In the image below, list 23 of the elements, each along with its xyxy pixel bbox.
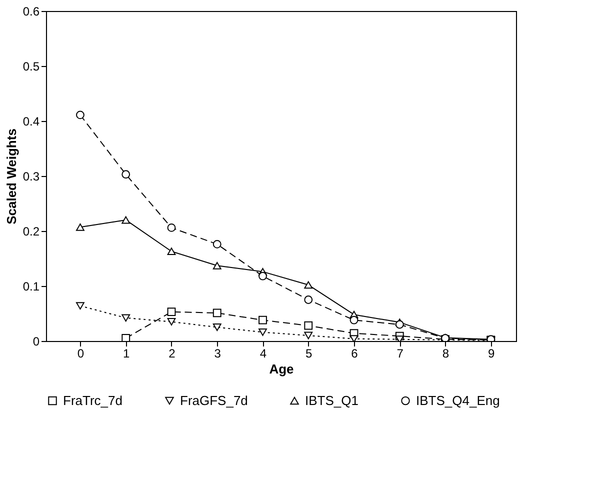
y-tick-label: 0 xyxy=(32,334,40,348)
x-tick-label: 5 xyxy=(306,346,313,360)
legend-label: FraGFS_7d xyxy=(180,392,248,408)
y-tick-label: 0.2 xyxy=(22,224,40,238)
x-tick-label: 0 xyxy=(77,346,84,360)
x-tick-label: 6 xyxy=(351,346,358,360)
y-tick-label: 0.6 xyxy=(22,4,40,18)
x-tick-label: 2 xyxy=(168,346,176,360)
x-tick-label: 7 xyxy=(396,346,404,360)
y-axis-title: Scaled Weights xyxy=(4,128,19,224)
legend-label: FraTrc_7d xyxy=(63,392,122,408)
y-tick-label: 0.3 xyxy=(22,170,40,184)
x-axis-title: Age xyxy=(269,362,294,376)
y-tick-label: 0.4 xyxy=(22,114,40,128)
legend-label: IBTS_Q4_Eng xyxy=(416,392,500,408)
y-tick-label: 0.1 xyxy=(22,280,40,294)
x-tick-label: 8 xyxy=(442,346,450,360)
x-tick-label: 3 xyxy=(214,346,222,360)
x-tick-label: 4 xyxy=(260,346,267,360)
y-tick-label: 0.5 xyxy=(22,60,40,74)
legend-label: IBTS_Q1 xyxy=(305,392,358,408)
x-tick-label: 1 xyxy=(123,346,130,360)
x-tick-label: 9 xyxy=(488,346,496,360)
